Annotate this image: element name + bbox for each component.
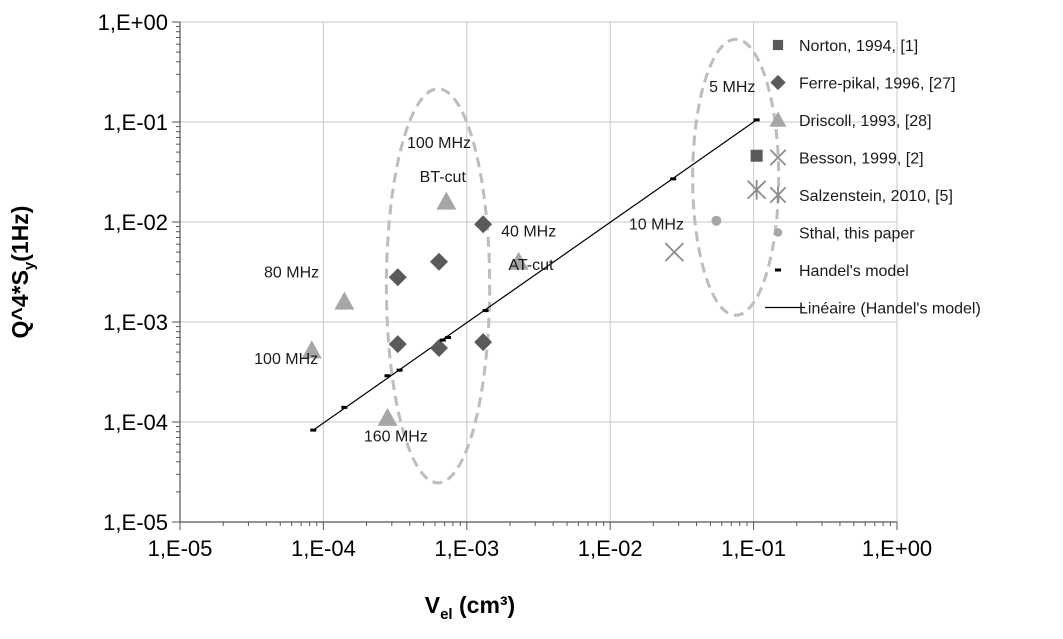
- y-axis-title-main: Q^4*S: [7, 270, 33, 338]
- point-series-2-4: [508, 251, 529, 270]
- point-series-6-8: [753, 118, 760, 122]
- annotation-label: BT-cut: [420, 169, 467, 186]
- point-series-1-3: [388, 335, 407, 354]
- legend-label: Linéaire (Handel's model): [799, 301, 981, 318]
- point-series-2-0: [436, 191, 457, 210]
- y-axis-title-unit: (1Hz): [7, 206, 33, 262]
- annotation-label: 100 MHz: [407, 135, 471, 152]
- group-100mhz-ellipse: [384, 87, 492, 485]
- legend-label: Norton, 1994, [1]: [799, 38, 918, 55]
- point-series-6-6: [482, 309, 489, 313]
- legend-label: Handel's model: [799, 263, 909, 280]
- legend-marker: [775, 268, 781, 272]
- point-series-6-1: [341, 405, 348, 409]
- x-tick-label: 1,E-01: [721, 536, 786, 561]
- annotation-label: 40 MHz: [501, 223, 556, 240]
- legend-marker: [772, 39, 784, 51]
- point-series-2-2: [301, 340, 322, 359]
- point-series-2-3: [377, 407, 398, 426]
- y-axis-title: Q^4*Sy(1Hz): [7, 206, 38, 339]
- point-series-6-4: [439, 338, 446, 342]
- point-series-6-2: [384, 374, 391, 378]
- legend-marker: [770, 74, 786, 91]
- legend-label: Salzenstein, 2010, [5]: [799, 188, 953, 205]
- annotation-label: 10 MHz: [629, 217, 684, 234]
- point-series-0-0: [750, 149, 763, 162]
- point-series-6-5: [445, 335, 452, 339]
- y-axis-title-sub: y: [21, 261, 38, 270]
- x-axis-title-main: V: [425, 592, 441, 618]
- annotation-label: 100 MHz: [254, 351, 318, 368]
- x-axis-title-unit: (cm³): [453, 592, 516, 618]
- y-tick-label: 1,E+00: [98, 10, 168, 35]
- x-axis-title: Vel (cm³): [425, 592, 515, 623]
- x-tick-label: 1,E-03: [434, 536, 499, 561]
- point-series-1-4: [430, 338, 449, 357]
- point-series-6-3: [396, 368, 403, 372]
- svg-text:Q^4*Sy(1Hz): Q^4*Sy(1Hz): [7, 206, 38, 339]
- point-series-1-1: [430, 252, 449, 271]
- svg-text:Vel (cm³): Vel (cm³): [425, 592, 515, 623]
- point-series-1-5: [474, 333, 493, 352]
- legend-marker: [769, 149, 787, 166]
- trendline: [312, 119, 757, 431]
- annotation-label: 80 MHz: [264, 264, 319, 281]
- x-axis-title-sub: el: [440, 606, 453, 623]
- y-tick-label: 1,E-03: [103, 310, 168, 335]
- annotations: 100 MHz BT-cut 40 MHz AT-cut 80 MHz 100 MHz 16…: [254, 79, 755, 445]
- legend-marker: [769, 111, 787, 127]
- annotation-label: AT-cut: [508, 257, 554, 274]
- y-tick-label: 1,E-04: [103, 410, 168, 435]
- y-tick-label: 1,E-05: [103, 510, 168, 535]
- y-tick-label: 1,E-02: [103, 210, 168, 235]
- group-ellipses: [384, 37, 781, 485]
- legend-item: Linéaire (Handel's model): [765, 301, 981, 318]
- legend: Norton, 1994, [1] Ferre-pikal, 1996, [27]…: [765, 38, 981, 318]
- x-tick-label: 1,E-02: [578, 536, 643, 561]
- legend-item: Salzenstein, 2010, [5]: [769, 186, 953, 205]
- y-tick-label: 1,E-01: [103, 110, 168, 135]
- annotation-label: 5 MHz: [709, 79, 755, 96]
- legend-item: Handel's model: [775, 263, 909, 280]
- handel-trendline: [312, 119, 757, 431]
- point-series-3-0: [664, 242, 684, 262]
- axes: 1,E-05 1,E-04 1,E-03 1,E-02 1,E-01 1,E+00 1,E-…: [98, 10, 933, 561]
- legend-marker: [769, 186, 787, 204]
- x-tick-label: 1,E-04: [291, 536, 356, 561]
- legend-item: Besson, 1999, [2]: [769, 149, 924, 168]
- legend-marker: [773, 228, 783, 237]
- point-series-6-7: [670, 177, 677, 181]
- legend-label: Driscoll, 1993, [28]: [799, 113, 932, 130]
- point-series-1-2: [474, 215, 493, 234]
- point-series-5-0: [711, 215, 722, 226]
- annotation-label: 160 MHz: [364, 428, 428, 445]
- point-series-4-0: [747, 179, 767, 200]
- legend-item: Ferre-pikal, 1996, [27]: [770, 74, 956, 93]
- point-series-1-0: [388, 268, 407, 287]
- legend-item: Norton, 1994, [1]: [772, 38, 918, 55]
- legend-label: Besson, 1999, [2]: [799, 151, 924, 168]
- legend-item: Driscoll, 1993, [28]: [769, 111, 932, 130]
- data-points: [301, 118, 767, 432]
- legend-item: Sthal, this paper: [773, 226, 915, 243]
- group-5mhz-ellipse: [691, 37, 781, 317]
- point-series-6-0: [310, 428, 317, 432]
- x-tick-label: 1,E-05: [148, 536, 213, 561]
- legend-label: Ferre-pikal, 1996, [27]: [799, 76, 956, 93]
- point-series-2-1: [334, 291, 355, 310]
- legend-label: Sthal, this paper: [799, 226, 915, 243]
- x-tick-label: 1,E+00: [862, 536, 932, 561]
